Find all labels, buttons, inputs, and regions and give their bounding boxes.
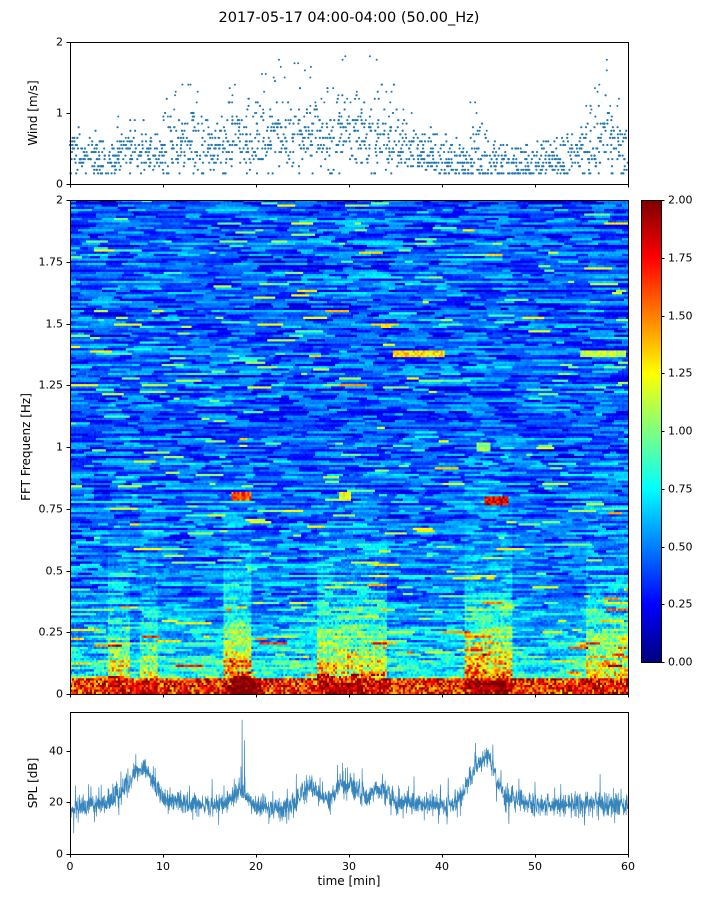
chart-title: 2017-05-17 04:00-04:00 (50.00_Hz) (218, 10, 480, 26)
time-x-tick-label: 40 (435, 860, 449, 873)
colorbar-tick-label: 0.25 (668, 597, 693, 611)
time-x-tick-label: 50 (528, 860, 542, 873)
time-x-tick-label: 10 (156, 860, 170, 873)
wind-y-axis-label: Wind [m/s] (26, 80, 40, 146)
colorbar-tick-label: 1.25 (668, 366, 693, 380)
colorbar-tick-label: 1.75 (668, 251, 693, 265)
fft-y-axis-label: FFT Frequenz [Hz] (19, 393, 33, 501)
time-x-tick-label: 30 (342, 860, 356, 873)
fft-y-tick-label: 1.25 (38, 378, 64, 392)
wind-y-tick-label: 0 (56, 177, 63, 191)
fft-y-tick-label: 0.25 (38, 625, 64, 639)
fft-y-tick-label: 0.75 (38, 502, 64, 516)
time-x-tick-label: 0 (66, 860, 74, 873)
wind-y-tick-label: 2 (56, 35, 63, 49)
colorbar-tick-label: 1.00 (668, 424, 693, 438)
time-x-tick-label: 20 (249, 860, 263, 873)
spl-y-tick-label: 20 (49, 795, 63, 809)
colorbar-tick-label: 0.00 (668, 655, 693, 669)
fft-y-tick-label: 0.5 (45, 564, 64, 577)
time-x-axis-label: time [min] (317, 874, 381, 888)
fft-y-tick-label: 2 (56, 193, 63, 207)
colorbar-tick-label: 1.50 (668, 309, 693, 322)
fft-y-tick-label: 0 (56, 687, 63, 701)
time-x-tick-label: 60 (621, 860, 635, 873)
colorbar-tick-label: 0.50 (668, 540, 693, 553)
fft-y-tick-label: 1.75 (38, 255, 64, 269)
spl-y-axis-label: SPL [dB] (26, 757, 40, 809)
fft-y-tick-label: 1.5 (45, 317, 64, 330)
colorbar-tick-label: 0.75 (668, 482, 693, 496)
fft-y-tick-label: 1 (56, 440, 63, 454)
spl-y-tick-label: 40 (49, 744, 63, 758)
spl-y-tick-label: 0 (56, 847, 63, 861)
wind-y-tick-label: 1 (56, 106, 63, 120)
colorbar-tick-label: 2.00 (668, 193, 693, 207)
